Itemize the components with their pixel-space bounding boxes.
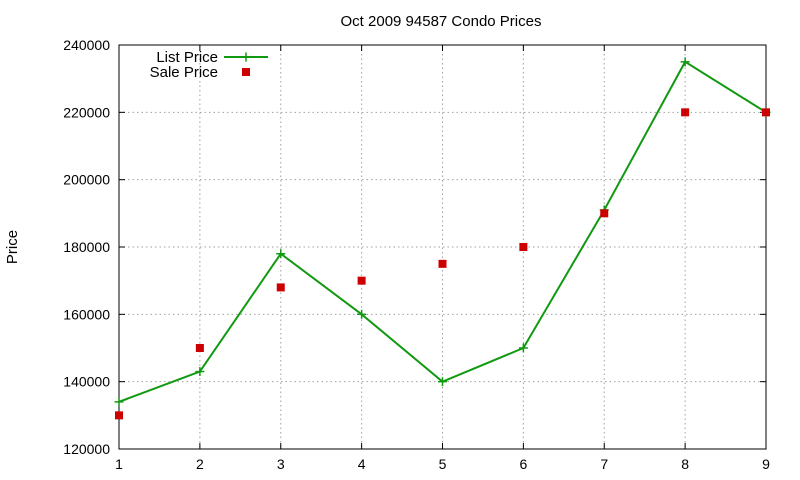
- data-point-sale-price: [115, 411, 123, 420]
- axes: 1 2 3 4 5 6 7 8 9 120000 140000 160000 180000 200000 2…: [63, 37, 770, 472]
- y-tick-label: 140000: [63, 374, 110, 390]
- series-sale-price: [115, 108, 770, 420]
- legend-label: Sale Price: [150, 64, 218, 81]
- x-tick-label: 3: [277, 456, 285, 472]
- y-tick-label: 200000: [63, 172, 110, 188]
- data-point-list-price: [195, 367, 205, 377]
- x-tick-label: 9: [762, 456, 770, 472]
- data-point-sale-price: [438, 259, 447, 268]
- series-list-price: [114, 57, 771, 407]
- data-point-sale-price: [681, 108, 690, 117]
- legend-entry-list-price: List Price: [156, 49, 268, 66]
- data-point-list-price: [357, 309, 367, 319]
- chart-title: Oct 2009 94587 Condo Prices: [341, 13, 542, 30]
- data-point-sale-price: [195, 344, 204, 352]
- y-tick-label: 120000: [63, 441, 110, 457]
- x-tick-label: 7: [600, 456, 608, 472]
- x-tick-label: 6: [519, 456, 527, 472]
- x-tick-label: 8: [681, 456, 689, 472]
- y-tick-label: 180000: [63, 239, 110, 255]
- data-point-sale-price: [519, 243, 528, 251]
- legend-entry-sale-price: Sale Price: [150, 64, 250, 81]
- data-point-list-price: [518, 343, 528, 353]
- data-point-list-price: [114, 397, 124, 407]
- data-point-list-price: [680, 57, 690, 67]
- x-tick-label: 2: [196, 456, 204, 472]
- plot-area: [114, 57, 771, 420]
- y-tick-label: 240000: [63, 37, 110, 53]
- x-tick-label: 1: [115, 456, 123, 472]
- data-point-sale-price: [357, 276, 366, 285]
- data-point-sale-price: [762, 108, 770, 117]
- data-point-list-price: [276, 249, 286, 259]
- x-tick-label: 5: [439, 456, 447, 472]
- data-point-list-price: [438, 377, 447, 387]
- legend-marker: [242, 68, 250, 76]
- y-tick-label: 220000: [63, 104, 110, 120]
- legend-label: List Price: [156, 49, 218, 66]
- legend-marker: [241, 52, 251, 62]
- x-tick-label: 4: [358, 456, 366, 472]
- y-axis-label: Price: [4, 230, 21, 264]
- y-tick-label: 160000: [63, 306, 110, 322]
- data-point-sale-price: [600, 209, 609, 218]
- grid-lines: [119, 45, 766, 449]
- data-point-sale-price: [276, 283, 285, 292]
